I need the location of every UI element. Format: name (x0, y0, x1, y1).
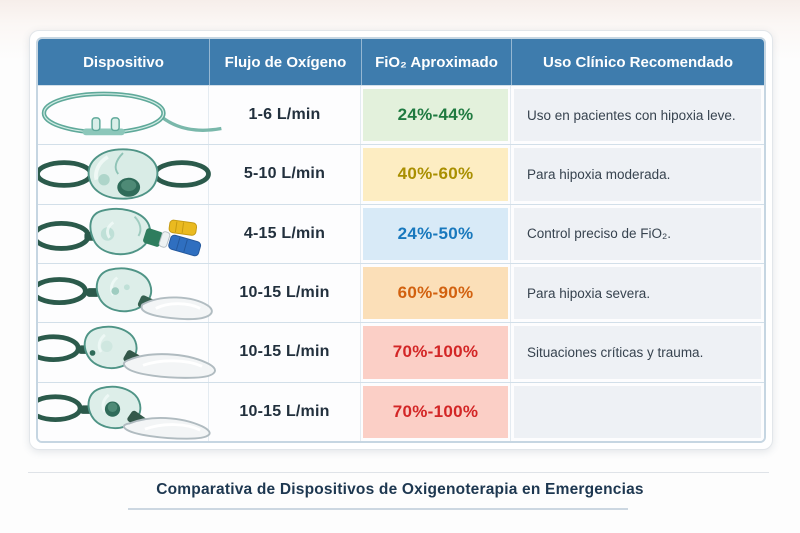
header-cell-uso-clinico: Uso Clínico Recomendado (511, 39, 764, 85)
venturi-mask-icon (38, 207, 202, 257)
table-row: 5-10 L/min 40%-60% Para hipoxia moderada… (38, 144, 764, 204)
header-cell-dispositivo: Dispositivo (83, 53, 164, 71)
non-rebreather-mask-icon (38, 385, 211, 440)
use-text (514, 385, 761, 438)
table-row: 4-15 L/min 24%-50% Control preciso de Fi… (38, 203, 764, 263)
header-cell-fio2: FiO₂ Aproximado (361, 39, 511, 85)
fio2-value: 70%-100% (363, 385, 508, 438)
table-header-row: Dispositivo Flujo de Oxígeno FiO₂ Aproxi… (38, 39, 764, 85)
non-rebreather-mask-icon (38, 326, 216, 380)
table-row: 10-15 L/min 70%-100% Situaciones crítica… (38, 322, 764, 382)
device-cell (38, 86, 222, 145)
comparison-table-card: Dispositivo Flujo de Oxígeno FiO₂ Aproxi… (29, 30, 773, 450)
caption-top-divider (28, 472, 769, 473)
infographic-caption: Comparativa de Dispositivos de Oxigenote… (156, 481, 644, 498)
flow-value: 10-15 L/min (209, 382, 361, 441)
fio2-cell: 70%-100% (361, 382, 511, 441)
fio2-cell: 70%-100% (361, 323, 511, 382)
use-cell: Para hipoxia moderada. (511, 145, 764, 203)
device-cell (38, 263, 213, 323)
fio2-value: 24%-44% (363, 89, 508, 142)
use-text: Situaciones críticas y trauma. (514, 326, 761, 379)
use-cell: Control preciso de FiO₂. (511, 205, 764, 263)
device-cell (38, 145, 211, 204)
caption-underline (128, 508, 628, 510)
fio2-value: 70%-100% (363, 326, 508, 379)
partial-rebreather-mask-icon (38, 267, 213, 321)
device-cell (38, 204, 209, 263)
header-cell-flujo: Flujo de Oxígeno (209, 39, 361, 85)
fio2-value: 24%-50% (363, 207, 508, 260)
table-row: 1-6 L/min 24%-44% Uso en pacientes con h… (38, 85, 764, 145)
fio2-value: 60%-90% (363, 266, 508, 320)
use-text: Para hipoxia severa. (514, 266, 761, 320)
fio2-cell: 40%-60% (361, 145, 511, 204)
use-cell (511, 383, 764, 441)
nasal-cannula-icon (41, 91, 222, 136)
use-cell: Situaciones críticas y trauma. (511, 323, 764, 381)
comparison-table: Dispositivo Flujo de Oxígeno FiO₂ Aproxi… (36, 37, 766, 443)
table-row: 10-15 L/min 70%-100% (38, 381, 764, 441)
use-text: Para hipoxia moderada. (514, 148, 761, 201)
use-text: Uso en pacientes con hipoxia leve. (514, 89, 761, 142)
use-cell: Uso en pacientes con hipoxia leve. (511, 86, 764, 144)
flow-value: 1-6 L/min (209, 86, 361, 145)
flow-value: 10-15 L/min (209, 263, 361, 323)
fio2-cell: 24%-44% (361, 86, 511, 145)
fio2-cell: 60%-90% (361, 263, 511, 323)
fio2-value: 40%-60% (363, 148, 508, 201)
table-row: 10-15 L/min 60%-90% Para hipoxia severa. (38, 262, 764, 323)
simple-face-mask-icon (38, 148, 211, 201)
use-cell: Para hipoxia severa. (511, 264, 764, 322)
fio2-cell: 24%-50% (361, 204, 511, 263)
device-cell (38, 323, 216, 382)
use-text: Control preciso de FiO₂. (514, 207, 761, 260)
flow-value: 10-15 L/min (209, 323, 361, 382)
device-cell (38, 382, 211, 441)
flow-value: 5-10 L/min (209, 145, 361, 204)
flow-value: 4-15 L/min (209, 204, 361, 263)
